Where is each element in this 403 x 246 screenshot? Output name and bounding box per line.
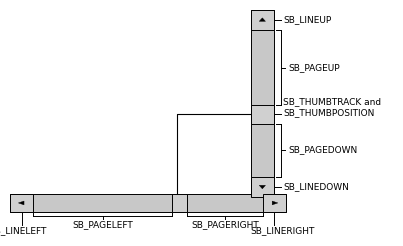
Text: SB_THUMBTRACK and
SB_THUMBPOSITION: SB_THUMBTRACK and SB_THUMBPOSITION — [283, 97, 381, 117]
Text: SB_LINEDOWN: SB_LINEDOWN — [283, 182, 349, 191]
Bar — [10, 194, 33, 212]
Bar — [10, 194, 286, 212]
Bar — [251, 105, 274, 123]
Polygon shape — [19, 201, 24, 205]
Bar — [251, 10, 274, 197]
Polygon shape — [259, 185, 266, 189]
Bar — [263, 194, 286, 212]
Polygon shape — [272, 201, 278, 205]
Text: SB_PAGELEFT: SB_PAGELEFT — [72, 220, 133, 229]
Text: SB_PAGERIGHT: SB_PAGERIGHT — [191, 220, 259, 229]
Text: SB_PAGEDOWN: SB_PAGEDOWN — [288, 146, 357, 155]
Bar — [172, 194, 187, 212]
Text: SB_LINERIGHT: SB_LINERIGHT — [250, 226, 315, 235]
Text: SB_LINELEFT: SB_LINELEFT — [0, 226, 46, 235]
Text: SB_LINEUP: SB_LINEUP — [283, 15, 332, 24]
Bar — [251, 177, 274, 197]
Text: SB_PAGEUP: SB_PAGEUP — [288, 63, 340, 72]
Polygon shape — [259, 18, 266, 21]
Bar — [251, 10, 274, 30]
